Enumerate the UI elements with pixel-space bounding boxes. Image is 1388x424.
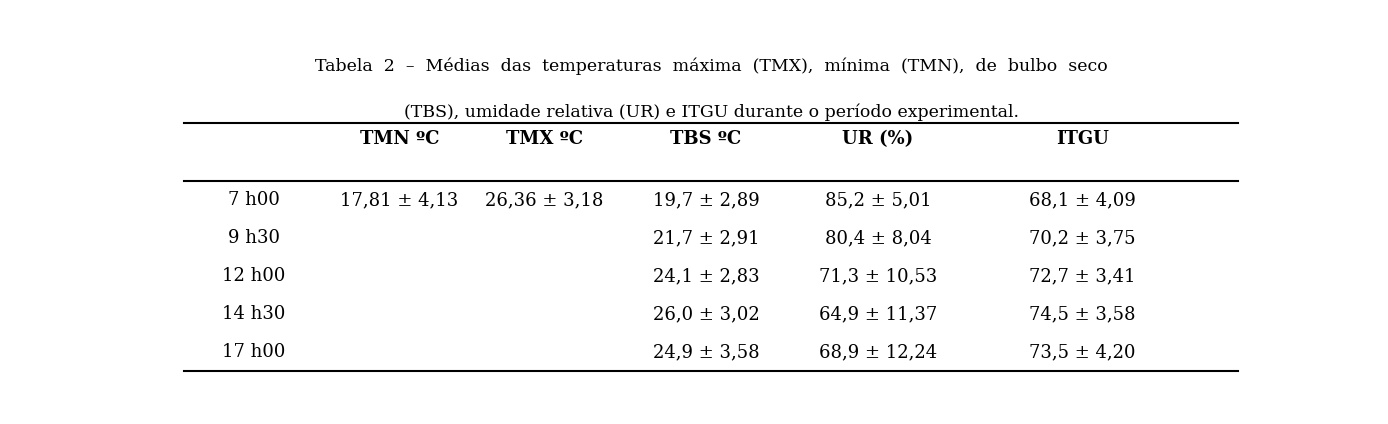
Text: 24,1 ± 2,83: 24,1 ± 2,83 — [652, 267, 759, 285]
Text: 17,81 ± 4,13: 17,81 ± 4,13 — [340, 191, 458, 209]
Text: 73,5 ± 4,20: 73,5 ± 4,20 — [1030, 343, 1135, 361]
Text: 12 h00: 12 h00 — [222, 267, 286, 285]
Text: 80,4 ± 8,04: 80,4 ± 8,04 — [824, 229, 931, 247]
Text: 72,7 ± 3,41: 72,7 ± 3,41 — [1030, 267, 1135, 285]
Text: ITGU: ITGU — [1056, 130, 1109, 148]
Text: 68,1 ± 4,09: 68,1 ± 4,09 — [1029, 191, 1135, 209]
Text: 70,2 ± 3,75: 70,2 ± 3,75 — [1030, 229, 1135, 247]
Text: (TBS), umidade relativa (UR) e ITGU durante o período experimental.: (TBS), umidade relativa (UR) e ITGU dura… — [404, 103, 1019, 120]
Text: TBS ºC: TBS ºC — [670, 130, 741, 148]
Text: TMX ºC: TMX ºC — [507, 130, 583, 148]
Text: 17 h00: 17 h00 — [222, 343, 286, 361]
Text: 14 h30: 14 h30 — [222, 305, 286, 323]
Text: 64,9 ± 11,37: 64,9 ± 11,37 — [819, 305, 937, 323]
Text: 71,3 ± 10,53: 71,3 ± 10,53 — [819, 267, 937, 285]
Text: 9 h30: 9 h30 — [228, 229, 280, 247]
Text: 7 h00: 7 h00 — [228, 191, 280, 209]
Text: 21,7 ± 2,91: 21,7 ± 2,91 — [652, 229, 759, 247]
Text: 19,7 ± 2,89: 19,7 ± 2,89 — [652, 191, 759, 209]
Text: 68,9 ± 12,24: 68,9 ± 12,24 — [819, 343, 937, 361]
Text: TMN ºC: TMN ºC — [359, 130, 439, 148]
Text: 26,0 ± 3,02: 26,0 ± 3,02 — [652, 305, 759, 323]
Text: 74,5 ± 3,58: 74,5 ± 3,58 — [1030, 305, 1135, 323]
Text: Tabela  2  –  Médias  das  temperaturas  máxima  (TMX),  mínima  (TMN),  de  bul: Tabela 2 – Médias das temperaturas máxim… — [315, 57, 1108, 75]
Text: 24,9 ± 3,58: 24,9 ± 3,58 — [652, 343, 759, 361]
Text: UR (%): UR (%) — [843, 130, 913, 148]
Text: 26,36 ± 3,18: 26,36 ± 3,18 — [486, 191, 604, 209]
Text: 85,2 ± 5,01: 85,2 ± 5,01 — [824, 191, 931, 209]
